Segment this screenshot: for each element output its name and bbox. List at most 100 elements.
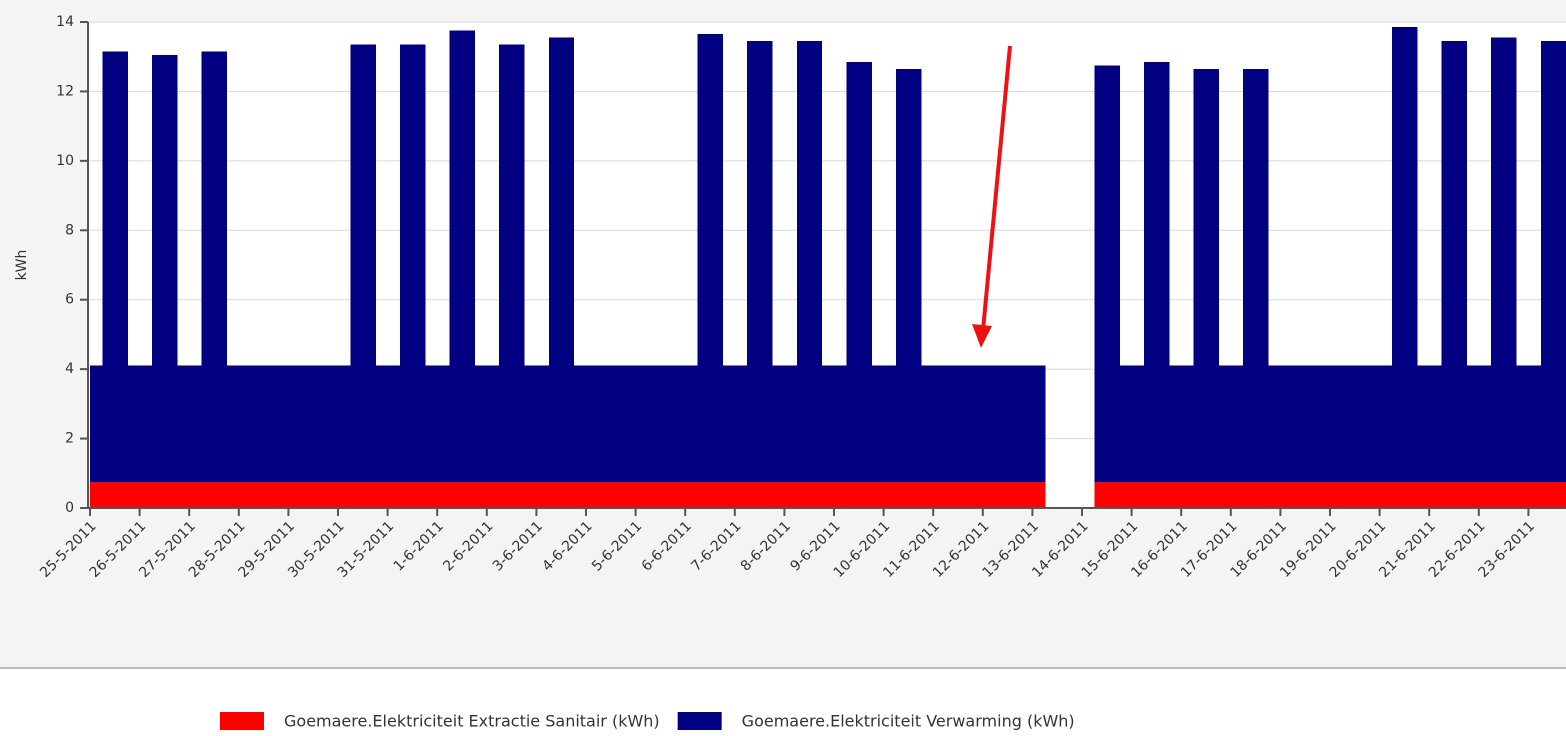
y-tick-label: 0 (65, 500, 74, 516)
bar-segment (573, 365, 587, 482)
bar-segment (387, 481, 401, 508)
bar-segment (338, 365, 351, 482)
bar-segment (548, 37, 562, 482)
bar-segment (1193, 481, 1207, 508)
bar-segment (858, 61, 872, 482)
bar-segment (1516, 365, 1529, 482)
bar-segment (1478, 365, 1492, 482)
bar-segment (995, 365, 1009, 482)
bar-segment (152, 54, 165, 482)
bar-segment (1429, 481, 1443, 508)
bar-segment (1416, 481, 1430, 508)
bar-segment (1540, 481, 1554, 508)
bar-segment (214, 51, 227, 482)
bar-segment (1243, 68, 1257, 482)
bar-segment (412, 481, 426, 508)
bar-segment (350, 44, 364, 482)
bar-segment (1379, 365, 1393, 482)
bar-segment (1292, 481, 1306, 508)
bar-segment (1305, 481, 1319, 508)
bar-segment (189, 365, 203, 482)
bar-segment (586, 481, 599, 508)
bar-segment (1441, 41, 1455, 482)
bar-segment (896, 68, 909, 482)
bar-segment (1106, 65, 1120, 482)
bar-segment (1007, 481, 1021, 508)
bar-segment (1144, 61, 1157, 482)
bar-segment (660, 481, 674, 508)
bar-segment (474, 481, 488, 508)
bar-segment (908, 68, 922, 482)
legend-swatch (677, 712, 722, 730)
bar-segment (524, 481, 537, 508)
bar-segment (722, 365, 736, 482)
legend: Goemaere.Elektriciteit Extractie Sanitai… (220, 712, 1075, 731)
bar-segment (759, 41, 773, 482)
bar-segment (1206, 68, 1219, 482)
bar-segment (102, 51, 116, 482)
bar-segment (1491, 481, 1505, 508)
bar-segment (982, 481, 996, 508)
bar-segment (350, 481, 364, 508)
bar-segment (1317, 481, 1331, 508)
bar-segment (176, 481, 190, 508)
bar-segment (300, 481, 314, 508)
bar-segment (1354, 365, 1368, 482)
y-tick-label: 12 (56, 83, 74, 99)
bar-segment (1020, 481, 1033, 508)
bar-segment (424, 481, 438, 508)
bar-segment (945, 365, 959, 482)
bar-segment (623, 481, 637, 508)
bar-segment (933, 481, 947, 508)
bar-segment (1454, 41, 1467, 482)
bar-segment (449, 30, 463, 482)
bar-segment (883, 365, 897, 482)
bar-segment (238, 365, 252, 482)
bar-segment (1268, 481, 1281, 508)
bar-segment (1218, 481, 1232, 508)
bar-segment (871, 481, 885, 508)
bar-segment (1516, 481, 1529, 508)
bar-segment (846, 61, 860, 482)
bar-segment (1342, 481, 1356, 508)
bar-segment (1528, 481, 1542, 508)
bar-segment (1528, 365, 1542, 482)
bar-segment (1392, 481, 1405, 508)
bar-segment (114, 481, 128, 508)
bar-segment (214, 481, 227, 508)
bar-segment (648, 365, 661, 482)
bar-segment (1106, 481, 1120, 508)
bar-segment (412, 44, 426, 482)
bar-segment (1404, 27, 1418, 482)
bar-segment (747, 41, 761, 482)
bar-segment (796, 481, 810, 508)
bar-segment (238, 481, 252, 508)
bar-segment (1218, 365, 1232, 482)
bar-segment (362, 44, 376, 482)
bar-segment (449, 481, 463, 508)
bar-segment (499, 44, 513, 482)
bar-segment (1119, 481, 1133, 508)
annotation-arrow (972, 45, 1012, 348)
legend-label: Goemaere.Elektriciteit Verwarming (kWh) (742, 712, 1075, 731)
bar-segment (325, 365, 339, 482)
y-tick-label: 2 (65, 431, 74, 447)
bar-segment (152, 481, 165, 508)
bar-segment (710, 481, 723, 508)
bar-segment (747, 481, 761, 508)
bar-segment (164, 481, 178, 508)
bar-segment (883, 481, 897, 508)
bar-segment (536, 481, 550, 508)
bar-segment (1491, 37, 1505, 482)
bar-segment (536, 365, 550, 482)
bar-segment (772, 365, 785, 482)
bar-segment (263, 481, 277, 508)
bar-segment (524, 365, 537, 482)
bar-segment (1032, 481, 1046, 508)
bar-segment (610, 365, 624, 482)
bar-segment (809, 481, 823, 508)
bar-segment (400, 481, 413, 508)
bar-segment (1032, 365, 1046, 482)
bar-segment (201, 481, 215, 508)
bar-segment (127, 365, 141, 482)
